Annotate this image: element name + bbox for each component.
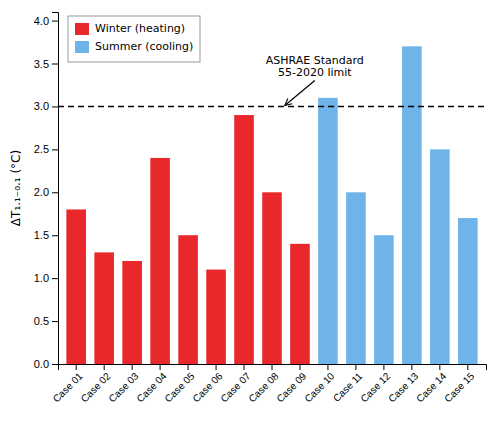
legend-swatch: [75, 41, 89, 53]
legend-item: Winter (heating): [75, 22, 185, 35]
y-axis-title: ΔT₁.₁₋₀.₁ (°C): [9, 150, 23, 226]
legend-item: Summer (cooling): [75, 40, 193, 53]
x-tick-mark: [467, 364, 468, 370]
y-tick: 2.0: [34, 186, 58, 198]
x-tick-mark: [299, 364, 300, 370]
bars: [66, 46, 477, 364]
legend-label: Summer (cooling): [95, 40, 193, 53]
y-axis: 0.0 0.5 1.0 1.5 2.0 2.5 3.0 3.5 4.0: [34, 13, 59, 371]
bar-series: [66, 115, 309, 364]
bar: [318, 98, 338, 364]
x-tick-mark: [132, 364, 133, 370]
x-tick-mark: [104, 364, 105, 370]
x-axis-line: [59, 365, 487, 371]
y-tick-mark: [52, 235, 58, 236]
x-tick-mark: [76, 364, 77, 370]
y-tick-mark: [52, 364, 58, 365]
bar: [66, 209, 86, 364]
y-tick-label: 2.5: [34, 143, 49, 155]
bar: [430, 149, 450, 364]
bar: [234, 115, 254, 364]
x-axis: Case 01Case 02Case 03Case 04Case 05Case …: [51, 364, 487, 404]
x-tick: Case 15: [442, 364, 476, 404]
y-tick: 0.0: [34, 358, 58, 370]
y-tick-label: 1.0: [34, 272, 49, 284]
x-tick: Case 10: [302, 364, 336, 404]
x-tick-mark: [411, 364, 412, 370]
annotation-line: 55-2020 limit: [278, 66, 352, 79]
plot: ASHRAE Standard55-2020 limit 0.0 0.5 1.0 1.5…: [34, 13, 487, 405]
bar-series: [318, 46, 477, 364]
bar: [290, 244, 310, 364]
y-tick-mark: [52, 64, 58, 65]
y-tick: 2.5: [34, 143, 58, 155]
y-tick-label: 4.0: [34, 15, 49, 27]
y-tick-mark: [52, 106, 58, 107]
bar: [206, 270, 226, 364]
y-tick-mark: [52, 149, 58, 150]
y-tick: 0.5: [34, 315, 58, 327]
x-tick-mark: [216, 364, 217, 370]
x-tick-mark: [355, 364, 356, 370]
y-tick-mark: [52, 192, 58, 193]
x-tick-mark: [383, 364, 384, 370]
bar: [94, 252, 114, 364]
legend: Winter (heating) Summer (cooling): [68, 16, 200, 62]
bar: [374, 235, 394, 364]
legend-label: Winter (heating): [95, 22, 185, 35]
x-tick-mark: [160, 364, 161, 370]
y-tick-label: 2.0: [34, 186, 49, 198]
bar: [178, 235, 198, 364]
chart: ASHRAE Standard55-2020 limit 0.0 0.5 1.0 1.5…: [0, 0, 500, 426]
y-tick: 1.5: [34, 229, 58, 241]
bar: [458, 218, 478, 364]
y-tick: 1.0: [34, 272, 58, 284]
y-tick-label: 0.5: [34, 315, 49, 327]
y-tick-label: 3.5: [34, 58, 49, 70]
x-tick-mark: [439, 364, 440, 370]
legend-frame: [68, 16, 200, 62]
y-tick-label: 1.5: [34, 229, 49, 241]
x-tick-label: Case 15: [442, 370, 476, 404]
y-tick-mark: [52, 278, 58, 279]
y-tick-label: 3.0: [34, 100, 49, 112]
reference-line: [58, 106, 486, 108]
y-tick: 3.0: [34, 100, 58, 112]
y-tick: 4.0: [34, 15, 58, 27]
bar: [402, 46, 422, 364]
legend-swatch: [75, 23, 89, 35]
bar: [122, 261, 142, 364]
x-tick-mark: [244, 364, 245, 370]
annotation-arrow: [285, 80, 315, 105]
y-tick-label: 0.0: [34, 358, 49, 370]
y-tick: 3.5: [34, 58, 58, 70]
x-tick-mark: [272, 364, 273, 370]
y-axis-line: [52, 13, 59, 365]
y-tick-mark: [52, 321, 58, 322]
bar: [346, 192, 366, 364]
x-tick-mark: [327, 364, 328, 370]
x-tick-label: Case 10: [302, 370, 336, 404]
bar: [262, 192, 282, 364]
bar: [150, 158, 170, 364]
x-tick-mark: [188, 364, 189, 370]
annotation-text: ASHRAE Standard55-2020 limit: [266, 54, 364, 79]
y-tick-mark: [52, 21, 58, 22]
